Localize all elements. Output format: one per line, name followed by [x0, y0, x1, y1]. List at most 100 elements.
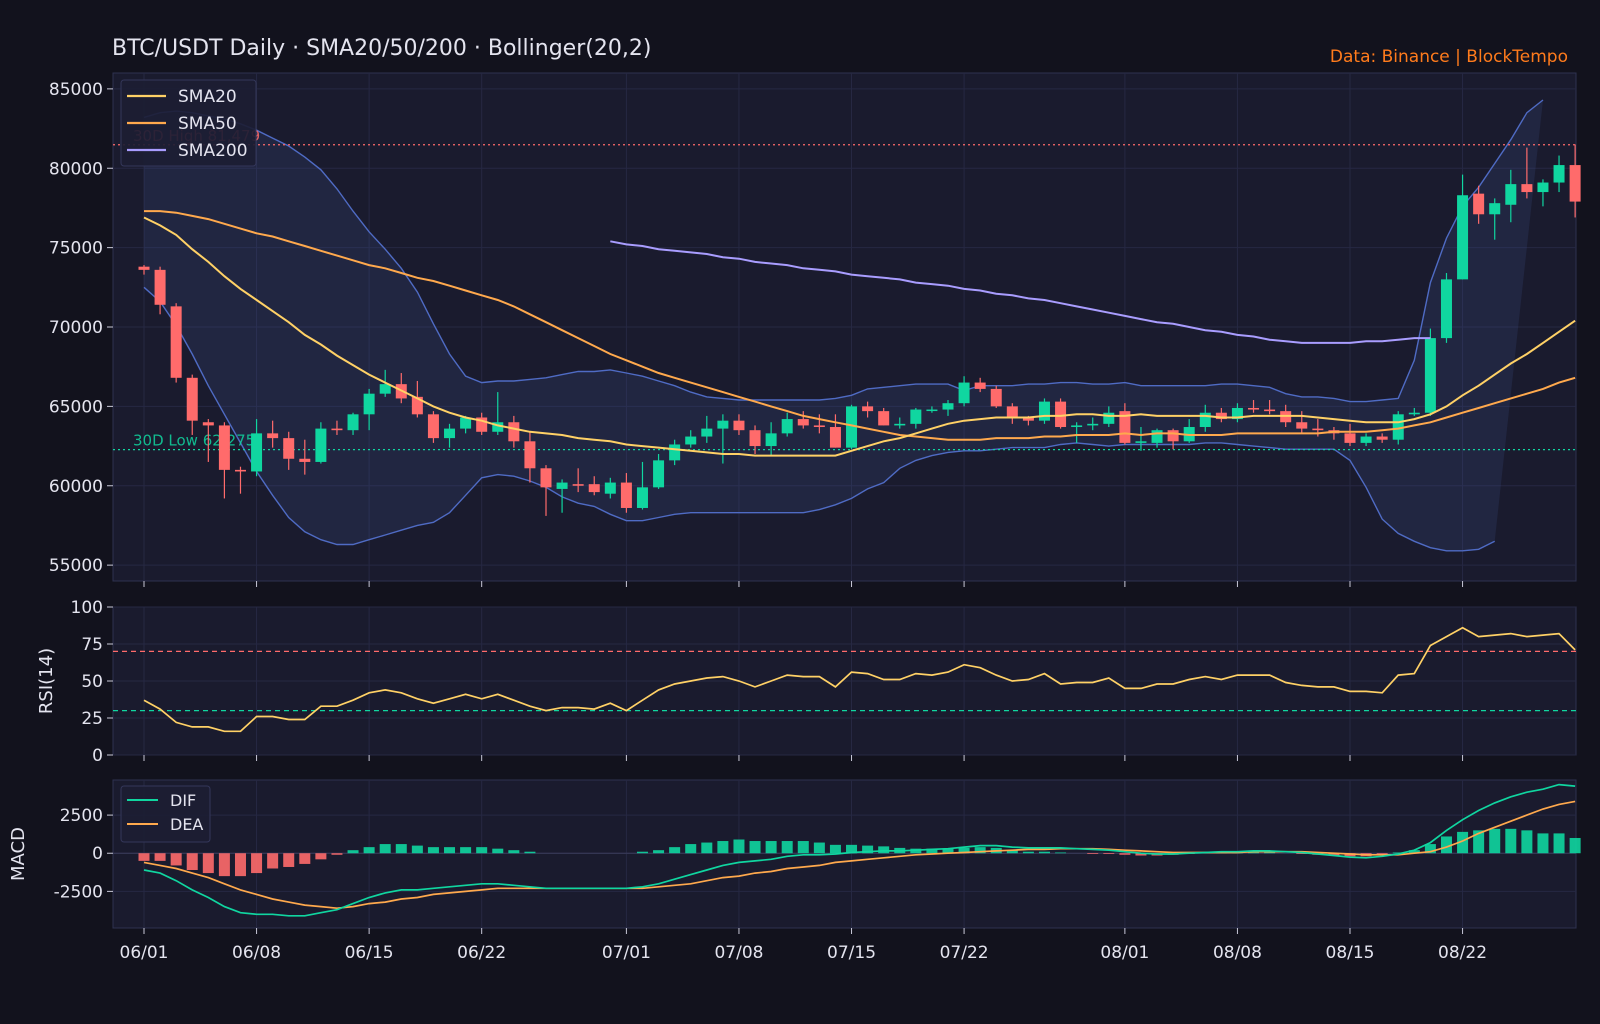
- candle-body: [1569, 165, 1581, 202]
- macd-histogram-bar: [1038, 851, 1050, 854]
- candle-body: [1038, 401, 1050, 421]
- candle-body: [299, 458, 311, 462]
- candle-body: [685, 436, 697, 445]
- candle-body: [363, 393, 375, 415]
- candle-body: [556, 482, 568, 489]
- bollinger-upper-line: [143, 99, 1544, 403]
- candle-body: [1296, 422, 1308, 429]
- macd-histogram-bar: [1424, 844, 1436, 854]
- macd-histogram-bar: [1440, 836, 1452, 854]
- x-tick-label: 06/22: [457, 943, 506, 963]
- candle-body: [765, 433, 777, 447]
- candle-body: [444, 428, 456, 439]
- macd-histogram-bar: [1408, 850, 1420, 854]
- macd-histogram-bar: [1457, 831, 1469, 854]
- candle-body: [476, 417, 488, 432]
- macd-histogram-bar: [749, 841, 761, 854]
- macd-histogram-bar: [1135, 853, 1147, 856]
- macd-histogram-bar: [829, 844, 841, 854]
- macd-histogram-bar: [797, 841, 809, 854]
- macd-histogram-bar: [1473, 830, 1485, 854]
- x-tick-label: 08/08: [1213, 943, 1262, 963]
- macd-histogram-bar: [251, 853, 263, 874]
- macd-histogram-bar: [878, 846, 890, 854]
- macd-histogram-bar: [942, 848, 954, 854]
- y-tick-label-2: 100: [71, 598, 103, 618]
- candle-body: [636, 487, 648, 508]
- candle-body: [1392, 414, 1404, 440]
- macd-histogram-bar: [1087, 853, 1099, 854]
- dif-line: [143, 783, 1576, 917]
- macd-histogram-bar: [524, 851, 536, 854]
- macd-histogram-bar: [813, 842, 825, 854]
- sma200-line: [610, 240, 1431, 344]
- macd-histogram-bar: [1569, 837, 1581, 854]
- macd-histogram-bar: [1505, 828, 1517, 854]
- macd-histogram-bar: [460, 847, 472, 854]
- macd-histogram-bar: [1055, 852, 1067, 854]
- y-tick-label-2: 25: [81, 709, 103, 729]
- x-tick-label: 06/01: [120, 943, 169, 963]
- macd-histogram-bar: [234, 853, 246, 877]
- macd-histogram-bar: [331, 853, 343, 855]
- candle-body: [1151, 430, 1163, 443]
- macd-histogram-bar: [669, 847, 681, 854]
- candle-body: [1135, 441, 1147, 443]
- candle-body: [283, 438, 295, 459]
- candle-body: [1537, 182, 1549, 193]
- candle-body: [411, 396, 423, 415]
- macd-histogram-bar: [202, 853, 214, 874]
- candle-body: [1248, 407, 1260, 410]
- macd-histogram-bar: [299, 853, 311, 864]
- legend-box: [120, 79, 257, 167]
- candle-body: [990, 388, 1002, 407]
- candle-body: [379, 384, 391, 394]
- sma20-line: [143, 216, 1576, 457]
- y-tick-label-3: 2500: [60, 806, 103, 826]
- candle-body: [733, 420, 745, 431]
- legend-label: SMA20: [178, 87, 237, 107]
- dea-line: [143, 800, 1576, 910]
- candle-body: [1103, 412, 1115, 424]
- data-source: Data: Binance | BlockTempo: [1330, 47, 1568, 67]
- candle-body: [234, 469, 246, 472]
- macd-histogram-bar: [347, 850, 359, 854]
- candle-body: [1264, 409, 1276, 412]
- macd-histogram-bar: [1296, 853, 1308, 854]
- macd-histogram-bar: [444, 847, 456, 854]
- candle-body: [1489, 203, 1501, 215]
- y-tick-label-3: 0: [92, 844, 103, 864]
- candle-body: [1473, 193, 1485, 215]
- candle-body: [492, 422, 504, 432]
- candle-body: [1505, 184, 1517, 205]
- macd-histogram-bar: [1119, 853, 1131, 855]
- y-tick-label-1: 80000: [49, 159, 103, 179]
- macd-axis-label: MACD: [8, 827, 29, 881]
- macd-histogram-bar: [363, 847, 375, 854]
- macd-histogram-bar: [1103, 853, 1115, 854]
- macd-histogram-bar: [1264, 852, 1276, 854]
- macd-histogram-bar: [315, 853, 327, 860]
- candle-body: [460, 417, 472, 429]
- macd-histogram-bar: [492, 848, 504, 854]
- macd-histogram-bar: [846, 844, 858, 854]
- x-tick-label: 06/15: [345, 943, 394, 963]
- y-tick-label-1: 55000: [49, 556, 103, 576]
- y-tick-label-1: 60000: [49, 477, 103, 497]
- candle-body: [620, 482, 632, 508]
- macd-histogram-bar: [138, 853, 150, 861]
- macd-histogram-bar: [781, 841, 793, 854]
- candle-body: [829, 427, 841, 448]
- candle-body: [701, 428, 713, 437]
- macd-histogram-bar: [1006, 850, 1018, 854]
- rsi-axis-label: RSI(14): [36, 648, 57, 714]
- candle-body: [524, 441, 536, 469]
- candle-body: [1022, 417, 1034, 421]
- candle-body: [315, 428, 327, 462]
- candle-body: [427, 414, 439, 439]
- x-tick-label: 07/08: [714, 943, 763, 963]
- candle-body: [154, 269, 166, 305]
- candle-body: [1521, 184, 1533, 193]
- macd-histogram-bar: [186, 853, 198, 871]
- macd-histogram-bar: [765, 841, 777, 854]
